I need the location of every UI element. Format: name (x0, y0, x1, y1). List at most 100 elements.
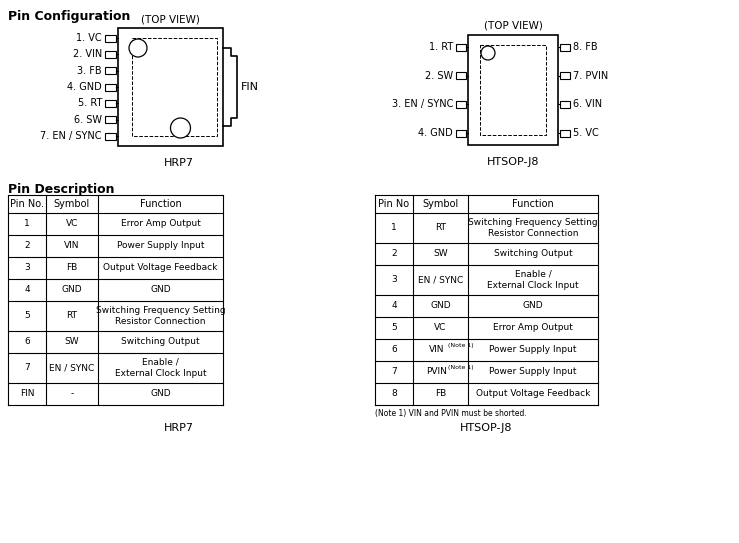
Text: GND: GND (150, 286, 171, 294)
Bar (456, 72, 466, 79)
Text: 1: 1 (24, 219, 30, 229)
Text: 6. VIN: 6. VIN (573, 99, 602, 109)
Text: Power Supply Input: Power Supply Input (117, 242, 204, 250)
Text: Output Voltage Feedback: Output Voltage Feedback (476, 389, 590, 399)
Text: FIN: FIN (20, 389, 34, 399)
Text: 2. VIN: 2. VIN (72, 49, 102, 59)
Text: PVIN: PVIN (426, 368, 447, 376)
Text: RT: RT (435, 224, 446, 232)
Text: SW: SW (65, 338, 79, 346)
Text: Pin No.: Pin No. (10, 199, 44, 209)
Text: HTSOP-J8: HTSOP-J8 (487, 157, 539, 167)
Bar (560, 43, 570, 50)
Text: FIN: FIN (241, 82, 259, 92)
Text: Pin Description: Pin Description (8, 183, 115, 196)
Text: Function: Function (140, 199, 181, 209)
Bar (105, 51, 116, 58)
Text: 7. EN / SYNC: 7. EN / SYNC (41, 131, 102, 141)
Text: HRP7: HRP7 (163, 423, 194, 433)
Circle shape (481, 46, 495, 60)
Bar (132, 38, 217, 136)
Text: FB: FB (435, 389, 446, 399)
Bar (560, 129, 570, 136)
Text: 2: 2 (24, 242, 30, 250)
Text: -: - (70, 389, 74, 399)
Text: 5. RT: 5. RT (78, 98, 102, 109)
Circle shape (129, 39, 147, 57)
Text: 6: 6 (24, 338, 30, 346)
Text: Enable /
External Clock Input: Enable / External Clock Input (115, 358, 206, 378)
Text: 4: 4 (391, 301, 397, 311)
Text: 2: 2 (391, 249, 397, 258)
Text: 6. SW: 6. SW (74, 115, 102, 125)
Text: HTSOP-J8: HTSOP-J8 (460, 423, 513, 433)
Text: 7. PVIN: 7. PVIN (573, 71, 608, 81)
Bar (105, 84, 116, 91)
Bar (560, 101, 570, 108)
Text: 3. FB: 3. FB (78, 66, 102, 75)
Text: Output Voltage Feedback: Output Voltage Feedback (103, 263, 218, 273)
Text: 7: 7 (391, 368, 397, 376)
Text: Power Supply Input: Power Supply Input (489, 368, 576, 376)
Text: VC: VC (435, 324, 446, 332)
Text: FB: FB (67, 263, 78, 273)
Text: 8. FB: 8. FB (573, 42, 598, 52)
Text: 3. EN / SYNC: 3. EN / SYNC (392, 99, 453, 109)
Text: Pin Configuration: Pin Configuration (8, 10, 130, 23)
Text: 5. VC: 5. VC (573, 128, 599, 138)
Text: GND: GND (522, 301, 543, 311)
Text: Symbol: Symbol (423, 199, 459, 209)
Text: (Note 1) VIN and PVIN must be shorted.: (Note 1) VIN and PVIN must be shorted. (375, 409, 527, 418)
Bar (105, 132, 116, 140)
Text: Pin No: Pin No (378, 199, 409, 209)
Text: 2. SW: 2. SW (425, 71, 453, 81)
Text: 8: 8 (391, 389, 397, 399)
Text: 1. VC: 1. VC (76, 33, 102, 43)
Bar (105, 100, 116, 107)
Text: 7: 7 (24, 363, 30, 372)
Text: Power Supply Input: Power Supply Input (489, 345, 576, 355)
Text: (TOP VIEW): (TOP VIEW) (141, 14, 200, 24)
Bar (456, 43, 466, 50)
Text: 5: 5 (24, 312, 30, 320)
Bar (468, 35, 558, 145)
Text: 1. RT: 1. RT (429, 42, 453, 52)
Text: 5: 5 (391, 324, 397, 332)
Text: HRP7: HRP7 (163, 158, 194, 168)
Text: GND: GND (430, 301, 451, 311)
Text: Error Amp Output: Error Amp Output (493, 324, 573, 332)
Text: Switching Frequency Setting
Resistor Connection: Switching Frequency Setting Resistor Con… (469, 218, 598, 238)
Text: VIN: VIN (429, 345, 444, 355)
Text: Error Amp Output: Error Amp Output (120, 219, 200, 229)
Bar (480, 45, 546, 135)
Text: SW: SW (433, 249, 448, 258)
Text: 4. GND: 4. GND (67, 82, 102, 92)
Text: 4. GND: 4. GND (418, 128, 453, 138)
Text: 4: 4 (24, 286, 30, 294)
Text: (Note 1): (Note 1) (449, 344, 474, 349)
Text: Symbol: Symbol (54, 199, 90, 209)
Text: VC: VC (66, 219, 78, 229)
Text: 6: 6 (391, 345, 397, 355)
Text: Switching Output: Switching Output (494, 249, 572, 258)
Text: 3: 3 (24, 263, 30, 273)
Text: Switching Frequency Setting
Resistor Connection: Switching Frequency Setting Resistor Con… (95, 306, 225, 326)
Text: GND: GND (61, 286, 82, 294)
Text: EN / SYNC: EN / SYNC (50, 363, 95, 372)
Text: VIN: VIN (64, 242, 80, 250)
Text: EN / SYNC: EN / SYNC (418, 275, 463, 285)
Text: (TOP VIEW): (TOP VIEW) (483, 21, 542, 31)
Bar (105, 67, 116, 74)
Text: 1: 1 (391, 224, 397, 232)
Text: 3: 3 (391, 275, 397, 285)
Text: GND: GND (150, 389, 171, 399)
Bar (456, 129, 466, 136)
Text: Switching Output: Switching Output (121, 338, 200, 346)
Bar (105, 35, 116, 41)
Bar (560, 72, 570, 79)
Circle shape (171, 118, 191, 138)
Bar (118, 28, 223, 146)
Bar (456, 101, 466, 108)
Text: (Note 1): (Note 1) (449, 365, 474, 370)
Text: Function: Function (512, 199, 554, 209)
